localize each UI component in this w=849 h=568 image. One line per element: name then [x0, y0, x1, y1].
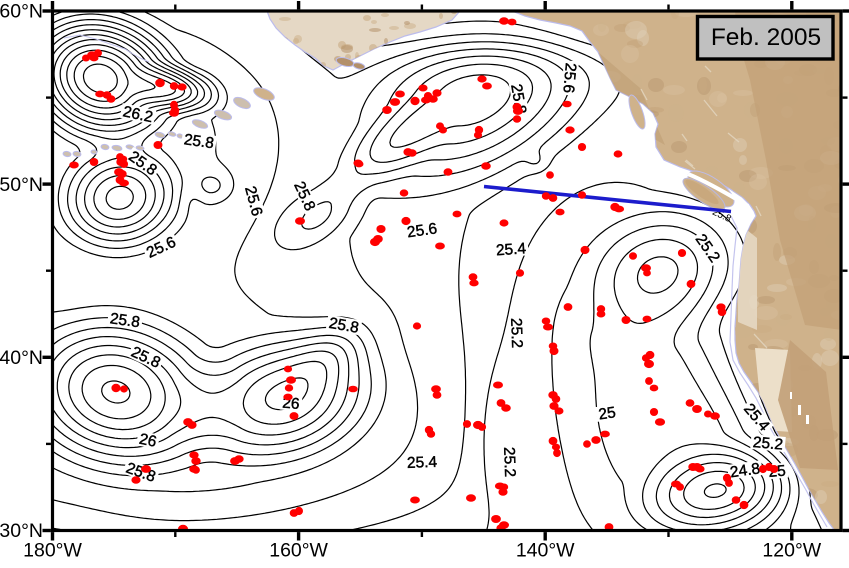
svg-text:25.2: 25.2 — [500, 447, 518, 478]
svg-text:40°N: 40°N — [0, 347, 43, 369]
svg-text:26.2: 26.2 — [121, 103, 154, 126]
svg-text:24.8: 24.8 — [729, 460, 761, 481]
svg-text:50°N: 50°N — [0, 174, 43, 196]
svg-text:Feb. 2005: Feb. 2005 — [711, 24, 821, 51]
svg-text:25.6: 25.6 — [406, 220, 438, 241]
svg-text:25.4: 25.4 — [495, 240, 527, 259]
svg-text:25.2: 25.2 — [752, 434, 784, 454]
svg-text:25.8: 25.8 — [183, 131, 215, 152]
svg-text:140°W: 140°W — [516, 540, 575, 562]
svg-text:25.2: 25.2 — [507, 318, 525, 349]
svg-text:25.4: 25.4 — [407, 454, 438, 472]
svg-text:160°W: 160°W — [269, 540, 328, 562]
svg-text:25.8: 25.8 — [328, 315, 361, 337]
svg-text:26: 26 — [138, 431, 158, 451]
svg-text:30°N: 30°N — [0, 520, 43, 542]
svg-text:120°W: 120°W — [762, 540, 821, 562]
svg-text:60°N: 60°N — [0, 1, 43, 23]
svg-text:25.6: 25.6 — [559, 62, 579, 94]
svg-text:25.8: 25.8 — [109, 310, 141, 331]
svg-text:180°W: 180°W — [23, 540, 82, 562]
svg-text:25: 25 — [597, 404, 616, 423]
